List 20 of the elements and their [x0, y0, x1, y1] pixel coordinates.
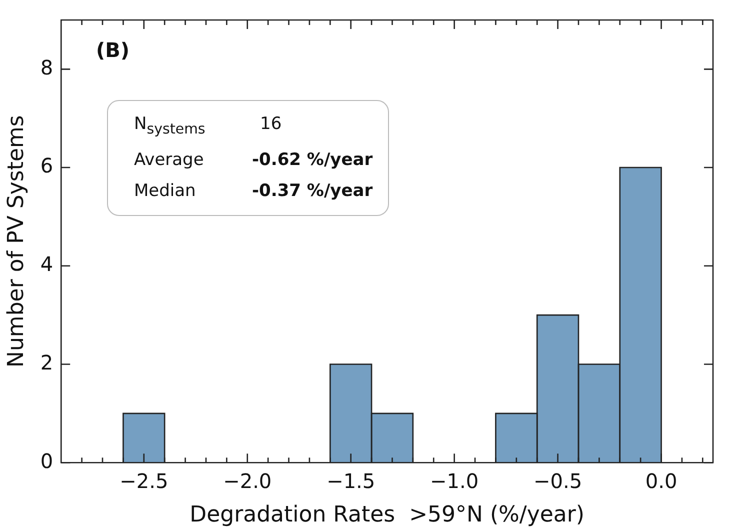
annotation: -0.37 %/year	[252, 180, 373, 204]
x-tick-label: −2.0	[223, 468, 272, 493]
annotation: (B)	[96, 38, 130, 62]
y-tick-label: 4	[40, 252, 54, 276]
y-tick-label: 8	[40, 55, 54, 80]
x-tick-label: 0.0	[645, 468, 678, 493]
x-tick-label: −1.0	[430, 468, 479, 493]
y-tick-label: 6	[40, 154, 54, 178]
annotation: N$_{systems}$	[134, 113, 206, 140]
y-tick-label: 0	[40, 448, 54, 473]
annotation: Average	[134, 149, 205, 172]
y-tick-label: 2	[40, 350, 54, 374]
x-axis-title: Degradation Rates >59°N (%/year)	[190, 502, 585, 528]
x-tick-label: −2.5	[120, 468, 168, 493]
annotation: 16	[260, 113, 282, 136]
annotation: Median	[134, 180, 197, 204]
x-tick-label: −0.5	[534, 468, 582, 493]
annotation: -0.62 %/year	[252, 149, 373, 172]
x-tick-label: −1.5	[326, 468, 376, 493]
y-axis-title: Number of PV Systems	[4, 115, 29, 368]
